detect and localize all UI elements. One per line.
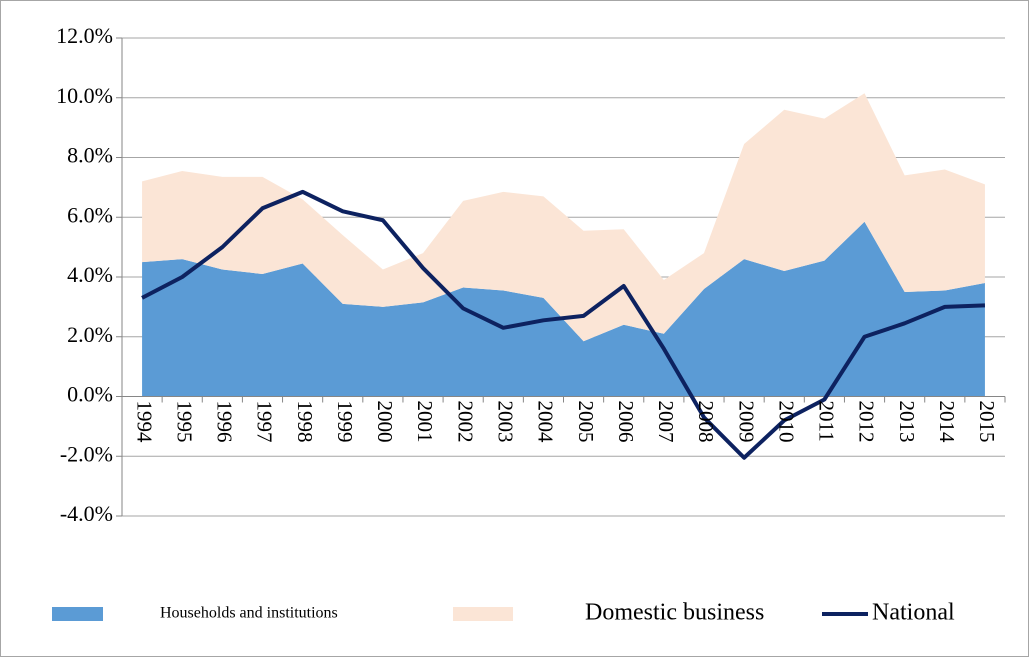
y-tick-label: -2.0%	[60, 441, 113, 466]
x-tick-label: 2015	[975, 401, 999, 443]
x-tick-label: 2012	[855, 401, 879, 443]
x-tick-label: 2002	[453, 401, 477, 443]
x-tick-label: 1998	[293, 401, 317, 443]
legend-label: National	[872, 600, 955, 626]
x-tick-label: 1995	[172, 401, 196, 443]
x-tick-label: 2004	[534, 401, 558, 444]
x-tick-label: 2007	[654, 401, 678, 443]
line	[141, 189, 986, 460]
y-tick-label: 6.0%	[67, 202, 113, 227]
y-tick-label: 8.0%	[67, 143, 113, 168]
y-tick-label: 10.0%	[56, 83, 113, 108]
legend-label: Households and institutions	[160, 605, 338, 622]
y-tick-label: -4.0%	[60, 501, 113, 526]
x-tick-label: 2011	[815, 401, 839, 442]
y-tick-label: 2.0%	[67, 322, 113, 347]
x-tick-label: 2013	[895, 401, 919, 443]
y-tick-label: 0.0%	[67, 382, 113, 407]
x-tick-label: 2003	[493, 401, 517, 443]
x-tick-label: 1996	[213, 401, 237, 443]
x-tick-label: 1997	[253, 401, 277, 443]
area	[142, 221, 985, 397]
area	[142, 93, 985, 342]
x-tick-label: 2010	[774, 401, 798, 443]
y-tick-label: 12.0%	[56, 23, 113, 48]
x-tick-label: 2000	[373, 401, 397, 443]
x-tick-label: 1999	[333, 401, 357, 443]
x-tick-label: 2009	[734, 401, 758, 443]
legend-swatch	[52, 607, 103, 621]
legend-swatch	[453, 607, 513, 621]
x-tick-label: 2005	[574, 401, 598, 443]
y-tick-label: 4.0%	[67, 262, 113, 287]
x-tick-label: 1994	[132, 401, 156, 444]
x-tick-label: 2001	[413, 401, 437, 443]
legend-label: Domestic business	[585, 600, 764, 626]
x-tick-label: 2006	[614, 401, 638, 443]
x-tick-label: 2014	[935, 401, 959, 444]
x-tick-label: 2008	[694, 401, 718, 443]
